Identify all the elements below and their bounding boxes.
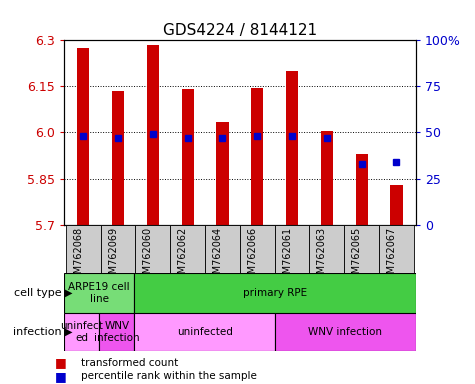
Bar — [356, 154, 368, 225]
Text: GSM762067: GSM762067 — [387, 227, 397, 286]
Text: ■: ■ — [55, 356, 66, 369]
Bar — [217, 122, 228, 225]
Bar — [147, 45, 159, 225]
Text: GSM762064: GSM762064 — [212, 227, 222, 286]
Text: ▶: ▶ — [65, 288, 73, 298]
Text: infection: infection — [13, 327, 62, 337]
Bar — [64, 273, 134, 313]
Bar — [286, 71, 298, 225]
Bar — [134, 273, 416, 313]
Text: primary RPE: primary RPE — [243, 288, 307, 298]
Bar — [134, 313, 275, 351]
Bar — [275, 313, 416, 351]
Text: GSM762063: GSM762063 — [317, 227, 327, 286]
Bar — [251, 88, 263, 225]
Bar — [344, 225, 379, 273]
Bar — [390, 185, 403, 225]
Text: percentile rank within the sample: percentile rank within the sample — [81, 371, 256, 381]
Bar — [240, 225, 275, 273]
Text: ■: ■ — [55, 370, 66, 383]
Bar — [66, 225, 101, 273]
Bar — [112, 91, 124, 225]
Bar — [101, 225, 135, 273]
Bar — [77, 48, 89, 225]
Text: cell type: cell type — [14, 288, 62, 298]
Text: GSM762065: GSM762065 — [352, 227, 361, 286]
Text: GSM762060: GSM762060 — [143, 227, 153, 286]
Text: uninfected: uninfected — [177, 327, 233, 337]
Text: transformed count: transformed count — [81, 358, 178, 368]
Bar — [64, 313, 99, 351]
Text: uninfect
ed: uninfect ed — [60, 321, 103, 343]
Bar — [181, 89, 194, 225]
Title: GDS4224 / 8144121: GDS4224 / 8144121 — [163, 23, 317, 38]
Bar — [135, 225, 170, 273]
Text: GSM762066: GSM762066 — [247, 227, 257, 286]
Bar — [99, 313, 134, 351]
Text: GSM762061: GSM762061 — [282, 227, 292, 286]
Text: GSM762062: GSM762062 — [178, 227, 188, 286]
Bar — [379, 225, 414, 273]
Text: GSM762069: GSM762069 — [108, 227, 118, 286]
Bar — [321, 131, 333, 225]
Text: WNV infection: WNV infection — [308, 327, 382, 337]
Text: ARPE19 cell
line: ARPE19 cell line — [68, 282, 130, 304]
Bar — [310, 225, 344, 273]
Text: ▶: ▶ — [65, 327, 73, 337]
Bar — [170, 225, 205, 273]
Bar — [275, 225, 310, 273]
Text: WNV
infection: WNV infection — [94, 321, 140, 343]
Bar — [205, 225, 240, 273]
Text: GSM762068: GSM762068 — [73, 227, 83, 286]
